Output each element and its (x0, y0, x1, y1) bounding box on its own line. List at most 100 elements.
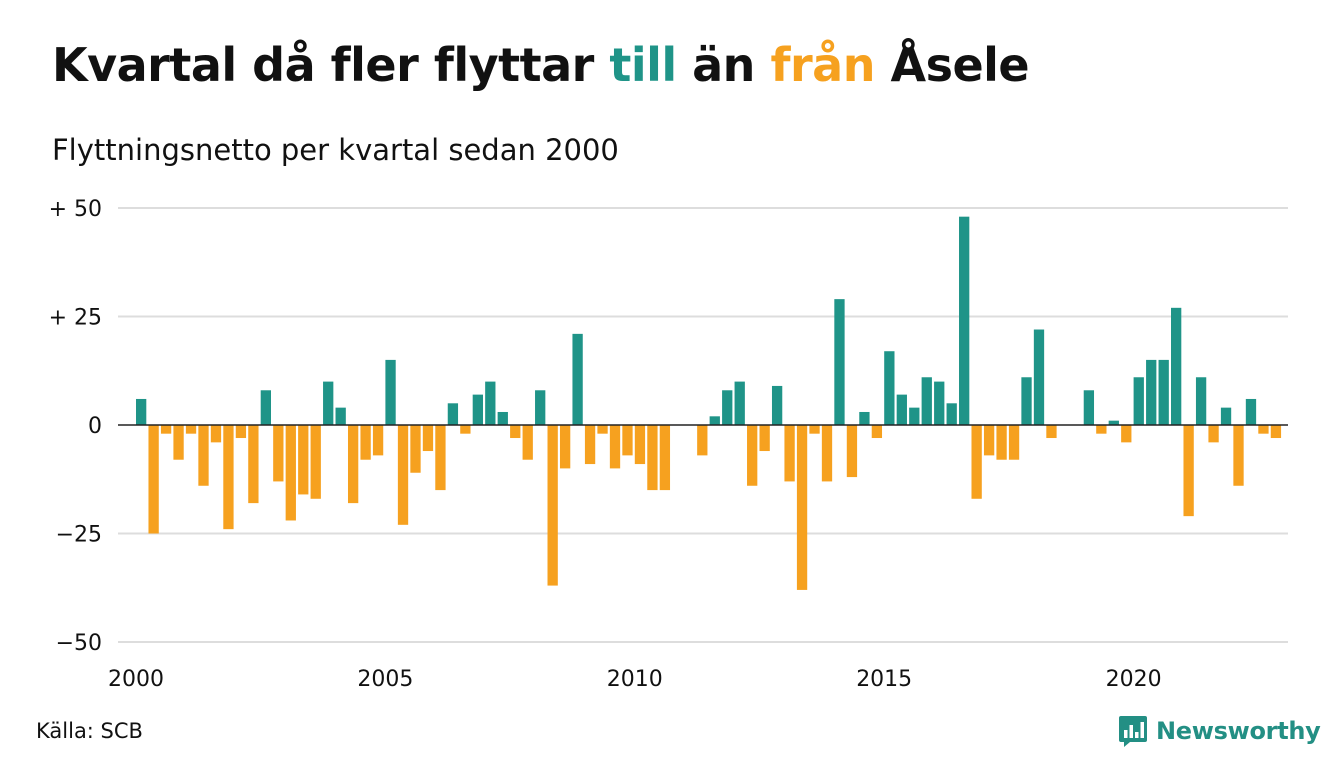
bar (235, 425, 247, 439)
bar (1233, 425, 1244, 486)
bar (834, 299, 845, 425)
bar (310, 425, 321, 499)
bar (697, 425, 708, 456)
bar (410, 425, 421, 473)
bar (360, 425, 371, 460)
bar (522, 425, 533, 460)
x-tick-label: 2005 (357, 667, 413, 692)
bar (959, 216, 970, 425)
bar (859, 411, 870, 425)
bar (1121, 425, 1132, 443)
y-tick-label: −25 (56, 523, 102, 548)
bar (659, 425, 671, 491)
bar (871, 425, 883, 439)
chart-subtitle: Flyttningsnetto per kvartal sedan 2000 (52, 133, 619, 167)
bar (347, 425, 359, 504)
bar (185, 425, 197, 434)
bar (223, 425, 234, 530)
bar (747, 425, 758, 486)
x-tick-label: 2000 (108, 667, 164, 692)
title-fran: från (770, 38, 875, 92)
bar (260, 390, 271, 425)
bar (447, 403, 459, 425)
bar (622, 425, 633, 456)
bar (273, 425, 284, 482)
bar (1146, 359, 1157, 425)
bar (136, 398, 147, 425)
bar (1133, 377, 1144, 425)
bar (597, 425, 608, 434)
bar (497, 411, 508, 425)
bar (983, 425, 995, 456)
title-part1: Kvartal då fler flyttar (52, 38, 610, 92)
bar (1245, 398, 1257, 425)
brand-name: Newsworthy (1156, 717, 1321, 745)
bar (722, 390, 733, 425)
bar (248, 425, 259, 504)
bar (609, 425, 621, 469)
bar (909, 407, 920, 425)
bar (210, 425, 222, 443)
bar (884, 351, 895, 425)
bar (510, 425, 521, 439)
y-tick-label: + 25 (49, 306, 102, 331)
bar (1083, 390, 1095, 425)
bar (385, 359, 396, 425)
bar (821, 425, 833, 482)
bar (796, 425, 808, 590)
bar (1108, 420, 1119, 425)
bar (809, 425, 820, 434)
y-tick-label: + 50 (49, 197, 102, 222)
bar (1208, 425, 1219, 443)
bar (173, 425, 184, 460)
x-tick-label: 2010 (607, 667, 663, 692)
bar (547, 425, 558, 586)
x-tick-label: 2015 (856, 667, 912, 692)
title-till: till (609, 38, 677, 92)
bar (1008, 425, 1020, 460)
bar (485, 381, 496, 425)
y-tick-label: 0 (88, 414, 102, 439)
bar (647, 425, 658, 491)
chart-title: Kvartal då fler flyttar till än från Åse… (52, 38, 1030, 92)
bar (846, 425, 858, 478)
bar (572, 333, 583, 425)
bar (372, 425, 384, 456)
bar (946, 403, 957, 425)
bar (784, 425, 795, 482)
bar (921, 377, 932, 425)
bar (472, 394, 483, 425)
bar (1270, 425, 1282, 439)
bar (148, 425, 159, 534)
bar (996, 425, 1007, 460)
bar (422, 425, 434, 452)
bar (323, 381, 334, 425)
bar (1158, 359, 1169, 425)
bar (971, 425, 982, 499)
bar (1096, 425, 1107, 434)
bar (1033, 329, 1045, 425)
newsworthy-logo-icon (1119, 716, 1147, 747)
y-tick-label: −50 (56, 631, 102, 656)
bar (771, 385, 783, 425)
bar (934, 381, 945, 425)
bar (397, 425, 409, 525)
bar (460, 425, 471, 434)
bar (1171, 307, 1182, 425)
bar (335, 407, 346, 425)
bar (1258, 425, 1269, 434)
title-part3: Åsele (874, 38, 1030, 92)
bar (198, 425, 209, 486)
bar (584, 425, 596, 465)
bar (559, 425, 571, 469)
bar (435, 425, 446, 491)
bar (1021, 377, 1032, 425)
bar (535, 390, 546, 425)
bar (734, 381, 745, 425)
bar (298, 425, 309, 495)
bar (896, 394, 907, 425)
bar (285, 425, 296, 521)
x-tick-label: 2020 (1106, 667, 1162, 692)
bar (1220, 407, 1232, 425)
